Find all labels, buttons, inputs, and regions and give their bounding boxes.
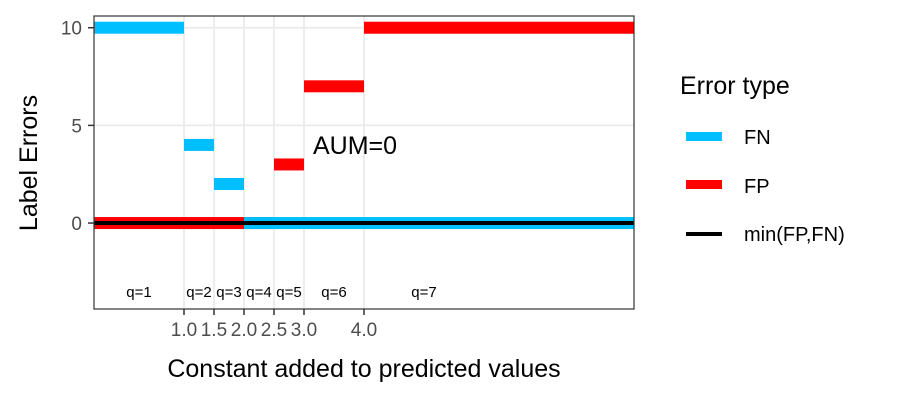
y-tick-label: 10 — [61, 19, 82, 40]
interval-label: q=7 — [411, 284, 436, 301]
x-tick-label: 3.0 — [291, 320, 317, 341]
interval-label: q=3 — [216, 284, 241, 301]
y-axis: 0 5 10 — [61, 19, 94, 235]
step-segment-fp — [274, 158, 304, 171]
legend-key-fn — [686, 132, 722, 141]
legend-label-fn: FN — [744, 127, 771, 149]
step-segment-fn — [184, 138, 214, 151]
legend-label-fp: FP — [744, 176, 770, 198]
legend: Error type FN FP min(FP,FN) — [680, 72, 845, 246]
legend-title: Error type — [680, 72, 790, 100]
x-axis-title: Constant added to predicted values — [167, 355, 560, 383]
x-tick-label: 2.0 — [231, 320, 257, 341]
x-tick-label: 4.0 — [351, 320, 377, 341]
interval-label: q=2 — [186, 284, 211, 301]
x-tick-label: 1.0 — [171, 320, 197, 341]
x-tick-label: 2.5 — [261, 320, 287, 341]
interval-label: q=6 — [321, 284, 346, 301]
y-axis-title: Label Errors — [15, 95, 43, 231]
step-segment-fp — [304, 80, 364, 93]
interval-label: q=1 — [126, 284, 151, 301]
step-segment-fn — [214, 177, 244, 190]
y-tick-label: 5 — [71, 116, 82, 137]
x-axis: 1.0 1.5 2.0 2.5 3.0 4.0 — [171, 309, 377, 341]
interval-label: q=4 — [246, 284, 271, 301]
aum-annotation: AUM=0 — [313, 132, 397, 160]
y-tick-label: 0 — [71, 214, 82, 235]
interval-labels: q=1 q=2 q=3 q=4 q=5 q=6 q=7 — [126, 284, 436, 301]
interval-label: q=5 — [276, 284, 301, 301]
data-marks — [94, 21, 634, 230]
x-tick-label: 1.5 — [201, 320, 227, 341]
step-segment-fn — [94, 21, 184, 34]
step-segment-fp — [364, 21, 634, 34]
legend-key-fp — [686, 180, 722, 189]
legend-label-min: min(FP,FN) — [744, 224, 845, 246]
